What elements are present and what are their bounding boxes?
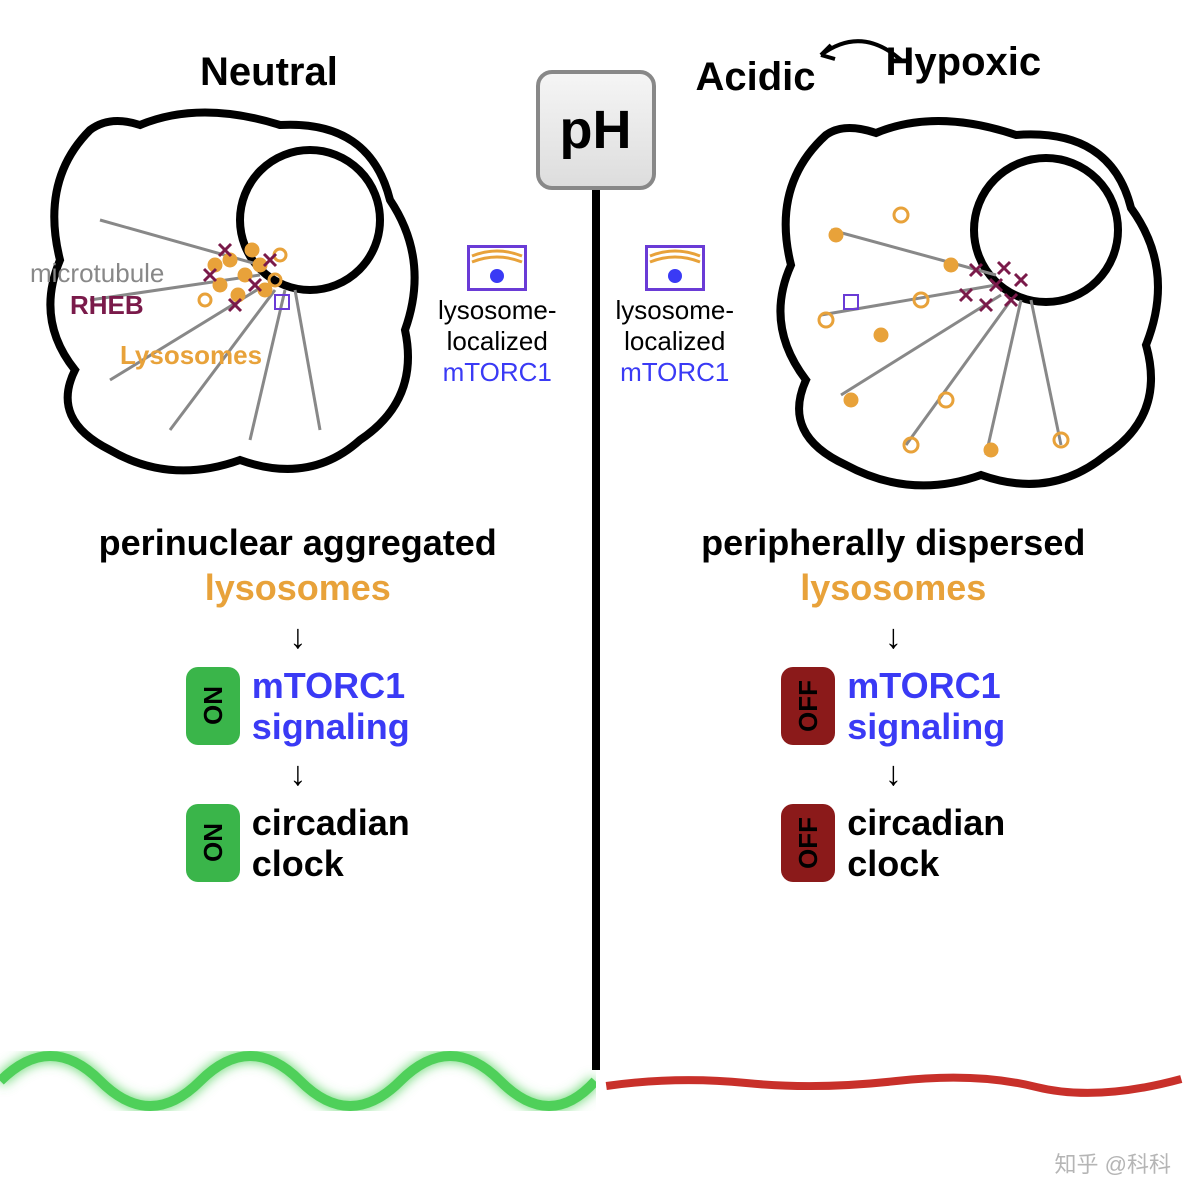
legend-line1: lysosome-: [616, 295, 734, 326]
legend-line2: localized: [447, 326, 548, 357]
clock-line1: circadian: [252, 802, 410, 843]
mtorc-line1: mTORC1: [252, 665, 410, 706]
legend-line3: mTORC1: [620, 357, 729, 388]
legend-line2: localized: [624, 326, 725, 357]
legend-icon: [467, 245, 527, 291]
arrow-icon: ↓: [596, 753, 1191, 796]
red-wave: [596, 1011, 1191, 1151]
diagram-container: pH Neutral: [0, 0, 1191, 1191]
acidic-title: Acidic: [696, 55, 816, 100]
pathway-lysosomes: lysosomes: [596, 565, 1191, 610]
arrow-icon: ↓: [0, 753, 596, 796]
off-badge: OFF: [781, 667, 835, 745]
mtorc-line1: mTORC1: [847, 665, 1005, 706]
clock-line1: circadian: [847, 802, 1005, 843]
left-panel: Neutral: [0, 0, 596, 1191]
microtubule-label: microtubule: [30, 258, 164, 289]
watermark: 知乎 @科科: [1055, 1147, 1171, 1179]
on-badge: ON: [186, 667, 240, 745]
pathway-line1: perinuclear aggregated: [0, 520, 596, 565]
legend-icon: [645, 245, 705, 291]
off-badge: OFF: [781, 804, 835, 882]
lysosomes-label: Lysosomes: [120, 340, 262, 371]
left-title: Neutral: [200, 50, 338, 95]
ph-label: pH: [560, 99, 632, 161]
green-wave: [0, 1011, 596, 1151]
arrow-hypoxic-acidic: [806, 20, 916, 80]
left-pathway: perinuclear aggregated lysosomes ↓ ON mT…: [0, 520, 596, 889]
mtorc-line2: signaling: [252, 706, 410, 747]
arrow-icon: ↓: [0, 616, 596, 659]
clock-line2: clock: [847, 843, 1005, 884]
mtorc-line2: signaling: [847, 706, 1005, 747]
legend-line1: lysosome-: [438, 295, 556, 326]
on-badge: ON: [186, 804, 240, 882]
rheb-label: RHEB: [70, 290, 144, 321]
left-legend: lysosome- localized mTORC1: [438, 245, 556, 388]
legend-line3: mTORC1: [443, 357, 552, 388]
ph-box: pH: [536, 70, 656, 190]
right-pathway: peripherally dispersed lysosomes ↓ OFF m…: [596, 520, 1191, 889]
right-legend: lysosome- localized mTORC1: [616, 245, 734, 388]
arrow-icon: ↓: [596, 616, 1191, 659]
right-cell: [746, 100, 1186, 510]
pathway-lysosomes: lysosomes: [0, 565, 596, 610]
pathway-line1: peripherally dispersed: [596, 520, 1191, 565]
right-panel: Acidic Hypoxic: [596, 0, 1191, 1191]
clock-line2: clock: [252, 843, 410, 884]
